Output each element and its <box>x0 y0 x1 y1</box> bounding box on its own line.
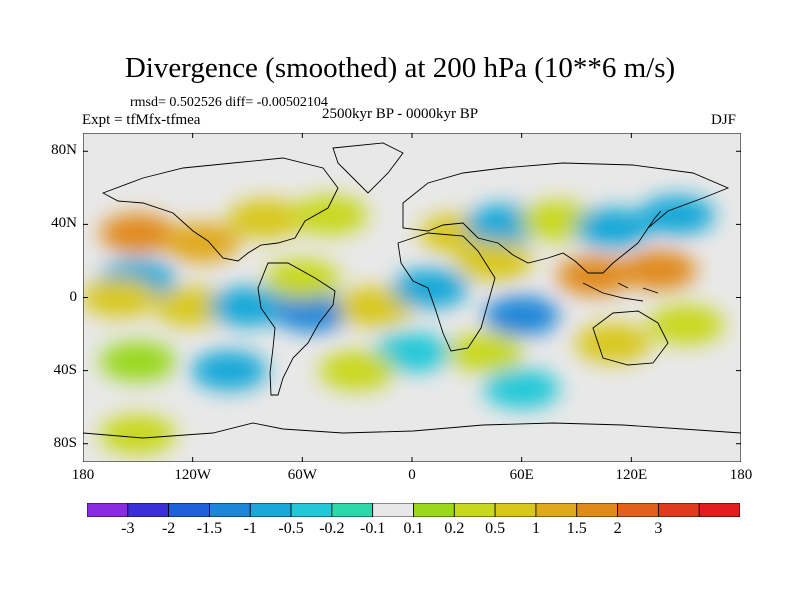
period-label: 2500kyr BP - 0000kyr BP <box>322 106 479 122</box>
divergence-map <box>83 133 741 462</box>
lon-tick-label: 180 <box>729 467 753 483</box>
colorbar-swatch <box>657 503 700 517</box>
coastline-australia <box>592 310 669 366</box>
coastline-eurasia <box>402 162 730 274</box>
colorbar-label: -0.1 <box>360 520 386 537</box>
field-feature <box>620 250 697 291</box>
field-feature <box>483 295 560 336</box>
season-label: DJF <box>711 112 737 128</box>
lat-tick-label: 40N <box>51 215 77 232</box>
coastline-north-america <box>101 157 339 262</box>
colorbar <box>87 503 740 517</box>
lat-tick-label: 0 <box>69 288 78 305</box>
colorbar-swatch <box>372 503 414 517</box>
map-title: Divergence (smoothed) at 200 hPa (10**6 … <box>124 52 676 84</box>
field-feature <box>227 198 304 239</box>
colorbar-label: 0.2 <box>444 520 465 537</box>
colorbar-swatch <box>249 503 292 517</box>
field-feature <box>648 304 725 345</box>
field-feature <box>154 286 231 327</box>
field-feature <box>575 323 652 364</box>
stats-line: rmsd= 0.502526 diff= -0.00502104 <box>130 95 328 110</box>
coastline-indonesia <box>582 282 659 302</box>
field-feature <box>374 332 450 373</box>
colorbar-label: -1 <box>243 520 257 537</box>
field-feature <box>99 414 176 455</box>
divergence-field <box>83 195 725 455</box>
coastline-south-america <box>257 262 336 396</box>
lat-tick-label: 40S <box>53 361 77 378</box>
field-feature <box>83 277 158 318</box>
colorbar-swatch <box>617 503 659 517</box>
colorbar-swatch <box>127 503 170 517</box>
colorbar-label: 3 <box>654 520 663 537</box>
field-feature <box>163 222 240 263</box>
field-feature <box>447 332 524 373</box>
lon-tick-label: 180 <box>71 467 95 483</box>
colorbar-swatch <box>87 503 129 517</box>
field-feature <box>291 195 368 236</box>
colorbar-label: 0.1 <box>403 520 424 537</box>
field-feature <box>209 286 286 327</box>
lat-tick-label: 80S <box>53 434 77 451</box>
field-feature <box>575 208 652 249</box>
colorbar-swatch <box>494 503 537 517</box>
field-feature <box>264 259 341 300</box>
field-feature <box>639 195 716 236</box>
field-feature <box>191 350 268 391</box>
lon-tick-label: 60E <box>509 467 534 483</box>
lon-tick-label: 0 <box>408 467 416 483</box>
field-feature <box>99 341 176 382</box>
colorbar-label: -3 <box>121 520 135 537</box>
coastline-greenland <box>332 142 404 194</box>
colorbar-swatch <box>413 503 455 517</box>
field-feature <box>556 255 633 296</box>
colorbar-label: 1 <box>531 520 540 537</box>
field-feature <box>273 292 350 333</box>
colorbar-swatch <box>576 503 618 517</box>
lon-tick-label: 60W <box>287 467 317 483</box>
colorbar-swatch <box>453 503 496 517</box>
field-feature <box>392 268 469 309</box>
colorbar-label: 1.5 <box>566 520 587 537</box>
field-feature <box>319 350 396 391</box>
lat-tick-label: 80N <box>51 142 77 159</box>
colorbar-label: -0.5 <box>278 520 304 537</box>
colorbar-label: 0.5 <box>485 520 506 537</box>
colorbar-swatch <box>698 503 740 517</box>
field-feature <box>337 286 414 327</box>
colorbar-swatch <box>209 503 251 517</box>
field-feature <box>99 213 176 254</box>
colorbar-swatch <box>290 503 333 517</box>
experiment-label: Expt = tfMfx-tfmea <box>82 112 201 128</box>
colorbar-label: -2 <box>161 520 176 537</box>
coastline-japan <box>647 210 662 229</box>
colorbar-swatch <box>535 503 578 517</box>
colorbar-swatch <box>168 503 210 517</box>
field-feature <box>456 240 533 281</box>
colorbar-swatch <box>331 503 374 517</box>
colorbar-label: -0.2 <box>319 520 345 537</box>
field-feature <box>483 368 560 409</box>
coastline-antarctica <box>83 422 741 439</box>
lon-tick-label: 120E <box>615 467 648 483</box>
map-ticks <box>83 133 741 462</box>
coastlines <box>83 142 741 439</box>
colorbar-label: -1.5 <box>196 520 223 537</box>
lon-tick-label: 120W <box>174 467 211 483</box>
coastline-africa <box>397 232 496 352</box>
colorbar-label: 2 <box>613 520 622 537</box>
